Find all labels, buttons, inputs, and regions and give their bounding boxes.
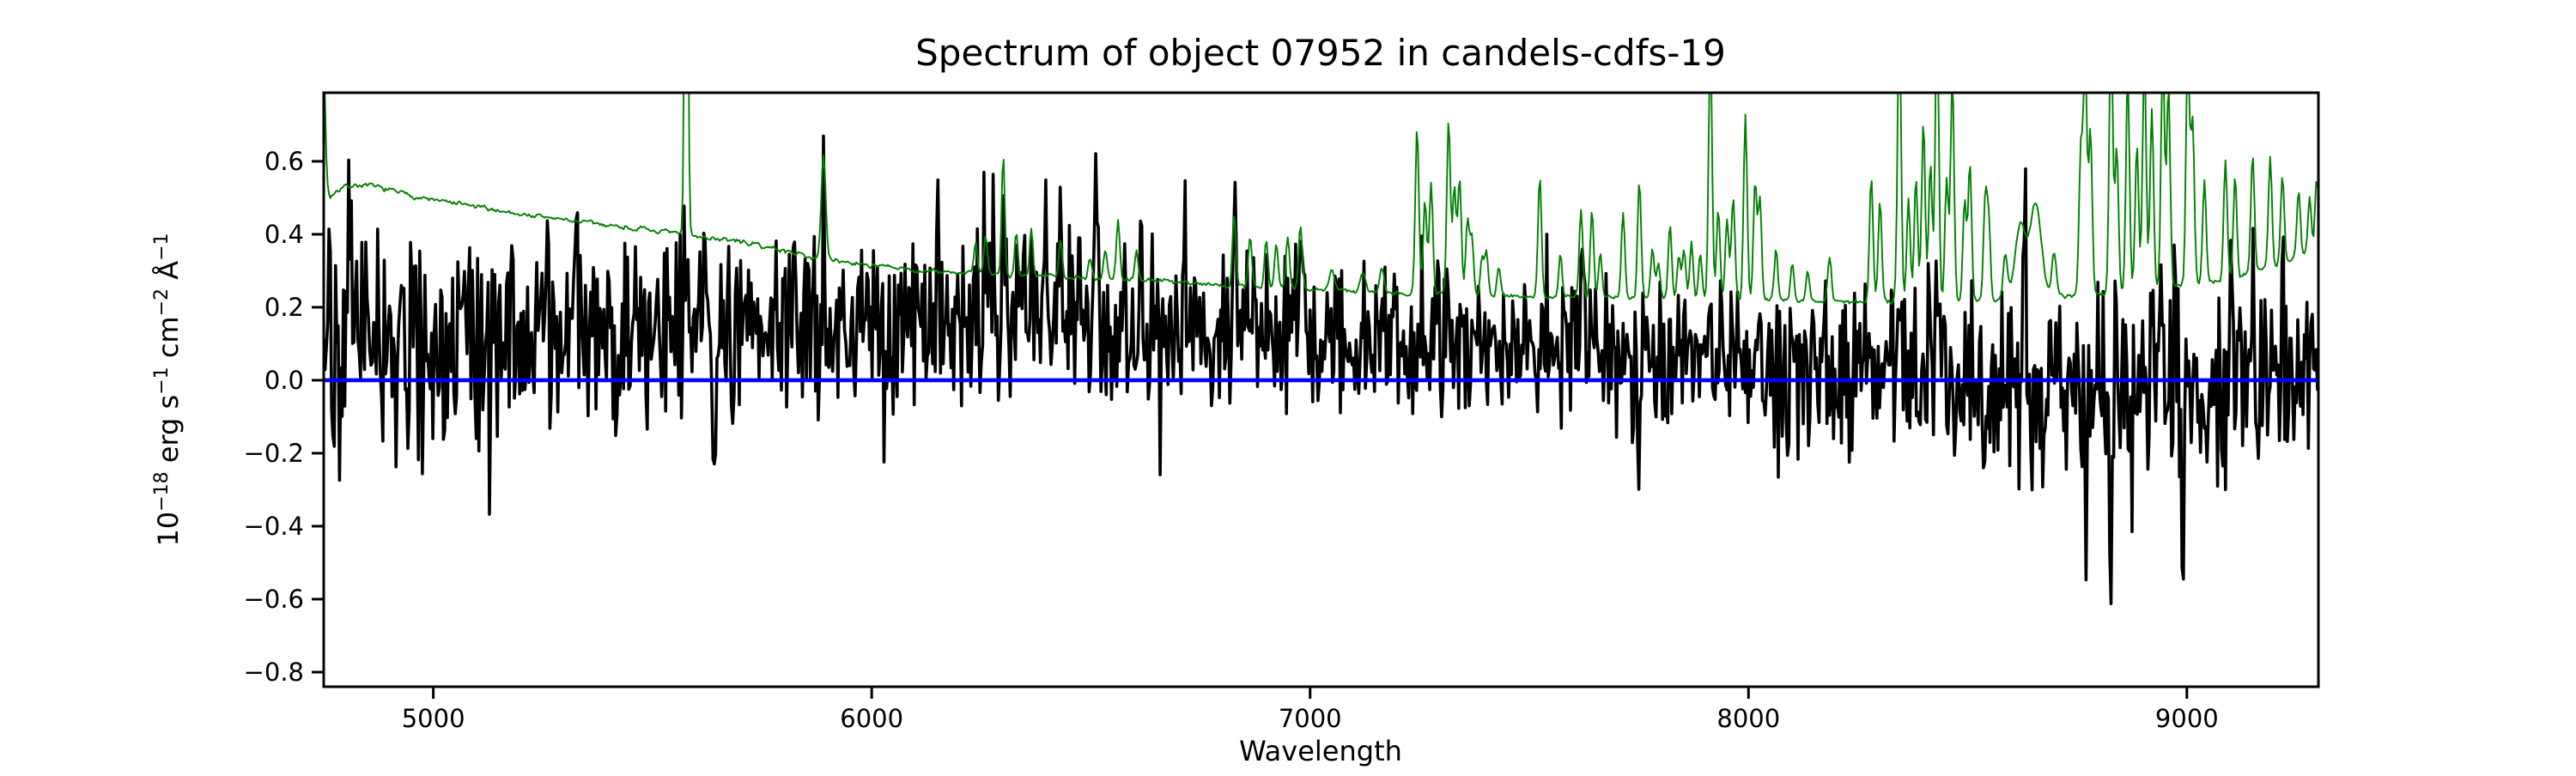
y-tick-label: −0.4 xyxy=(244,512,304,541)
y-tick-label: 0.0 xyxy=(264,366,304,395)
x-tick-label: 6000 xyxy=(840,704,903,733)
y-axis-label-superscript: −1 xyxy=(151,367,173,394)
flux-spectrum-line xyxy=(324,134,2318,605)
y-tick-label: −0.6 xyxy=(244,585,304,614)
y-axis-label-text: 10 xyxy=(152,512,185,547)
y-axis-label: 10−18 erg s−1 cm−2 Å−1 xyxy=(151,233,185,546)
y-axis-label-text: cm xyxy=(152,316,185,367)
y-axis-label-superscript: −2 xyxy=(151,288,173,316)
y-axis-label-text: erg s xyxy=(152,395,185,472)
sky-noise-line xyxy=(324,93,2318,306)
x-tick-label: 8000 xyxy=(1716,704,1780,733)
y-tick-label: −0.8 xyxy=(244,658,304,687)
x-axis-label: Wavelength xyxy=(1239,735,1402,767)
x-tick-label: 9000 xyxy=(2155,704,2219,733)
y-axis-label-superscript: −18 xyxy=(151,471,173,511)
y-tick-label: 0.6 xyxy=(264,147,304,176)
y-tick-label: 0.2 xyxy=(264,293,304,322)
plot-border xyxy=(322,91,2320,688)
x-axis-ticks: 5000 6000 7000 8000 9000 xyxy=(402,687,2219,733)
y-tick-label: −0.2 xyxy=(244,439,304,468)
y-axis-label-text: Å xyxy=(152,261,185,288)
y-axis-ticks: 0.6 0.4 0.2 0.0 −0.2 −0.4 −0.6 −0.8 xyxy=(244,147,324,687)
y-tick-label: 0.4 xyxy=(264,220,304,249)
x-tick-label: 7000 xyxy=(1279,704,1342,733)
plot-series xyxy=(324,93,2318,605)
y-axis-label-superscript: −1 xyxy=(151,233,173,260)
chart-title: Spectrum of object 07952 in candels-cdfs… xyxy=(915,32,1726,74)
x-tick-label: 5000 xyxy=(402,704,465,733)
